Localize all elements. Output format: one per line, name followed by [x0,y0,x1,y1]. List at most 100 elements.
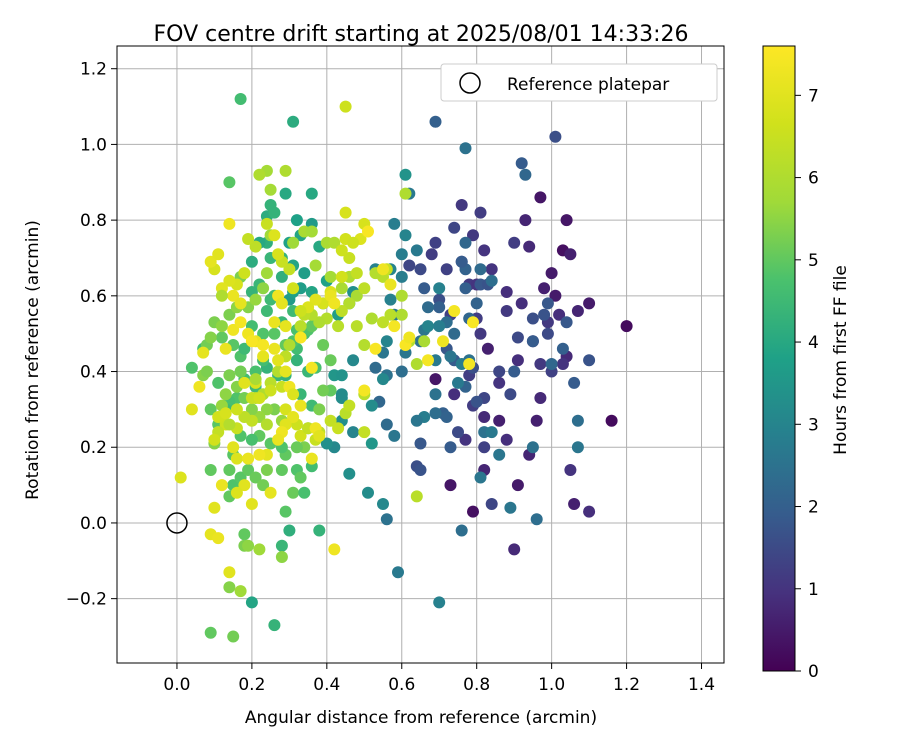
data-point [511,331,524,344]
data-point [392,566,404,579]
y-axis-label: Rotation from reference (arcmin) [23,220,43,500]
data-point [526,312,539,325]
data-point [429,115,442,128]
data-point [459,142,472,155]
data-point [294,305,307,317]
data-point [268,342,281,355]
data-point [433,301,446,314]
data-point [249,373,262,386]
x-tick-label: 1.0 [538,675,565,695]
data-point [283,339,296,351]
data-point [249,471,262,484]
legend-label: Reference platepar [507,75,669,95]
data-point [534,358,547,370]
data-point [545,267,558,280]
data-point [418,282,431,295]
data-point [227,289,240,302]
data-point [395,289,408,302]
data-point [429,373,442,386]
data-point [433,282,446,295]
data-point [526,335,539,348]
data-point [287,486,300,499]
data-point [268,619,281,632]
data-point [253,543,266,556]
colorbar-tick-label: 5 [808,251,819,271]
data-point [571,414,584,427]
data-point [260,418,273,431]
data-point [249,240,262,253]
data-point [238,376,251,389]
data-point [485,498,498,510]
data-point [272,354,285,367]
data-point [414,464,427,476]
data-point [294,320,307,333]
data-point [253,448,266,461]
data-point [275,539,288,552]
data-point [485,426,498,439]
data-point [414,437,427,450]
data-point [242,233,255,245]
plot-frame [116,45,725,664]
data-point [294,471,307,484]
data-point [358,426,371,439]
data-point [335,369,348,382]
data-point [212,376,225,389]
x-tick-label: 0.4 [313,675,340,695]
data-point [283,524,296,537]
data-point [500,286,513,298]
data-point [467,229,479,242]
data-point [347,236,360,249]
data-point [305,225,318,238]
data-point [245,335,258,348]
data-point [534,191,547,204]
data-point [253,168,266,181]
data-point [410,414,423,427]
data-point [519,168,532,181]
data-point [388,217,401,230]
data-point [365,437,378,450]
data-point [369,342,382,355]
data-point [538,308,551,321]
y-tick-label: 1.0 [80,135,107,155]
x-axis-ticks: 0.0 0.2 0.4 0.6 0.8 1.0 1.2 1.4 [163,663,715,695]
data-point [260,305,273,317]
data-point [275,297,288,310]
data-point [245,596,258,609]
data-point [605,414,618,427]
data-point [238,411,251,423]
data-point [429,236,442,249]
data-point [283,263,296,276]
data-point [500,433,513,446]
data-point [245,498,258,510]
data-point [219,388,232,401]
data-point [219,342,232,355]
data-point [328,236,341,249]
data-point [530,513,543,526]
data-point [279,403,292,416]
data-point [294,429,307,442]
data-point [343,297,356,310]
data-point [208,501,221,514]
data-point [422,301,434,314]
data-point [568,498,581,510]
data-point [332,422,345,435]
data-point [279,505,292,518]
data-point [219,407,232,420]
data-point [511,479,524,492]
data-point [223,308,236,321]
y-tick-label: 1.2 [80,60,107,80]
data-point [350,320,363,333]
data-point [418,335,431,348]
data-point [541,327,554,340]
data-point [230,403,243,416]
data-point [448,305,461,317]
data-point [223,418,236,431]
data-point [358,339,371,351]
data-point [583,297,596,310]
data-point [215,331,228,344]
data-point [534,392,547,404]
legend-box [440,63,718,102]
data-point [553,308,566,321]
data-point [620,320,633,333]
data-point [429,407,442,420]
